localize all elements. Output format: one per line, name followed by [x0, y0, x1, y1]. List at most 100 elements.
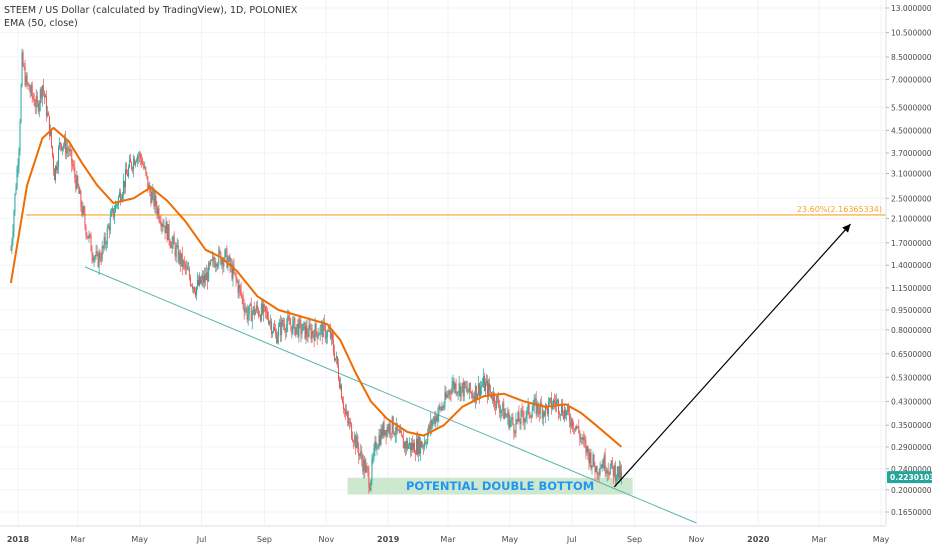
candle-body [90, 235, 92, 252]
candle-body [137, 155, 139, 161]
candle-body [541, 406, 543, 419]
candle-body [116, 204, 118, 206]
candle-body [236, 279, 238, 282]
candle-body [375, 441, 377, 449]
candle-body [13, 211, 15, 232]
candle-body [363, 459, 365, 472]
candle-body [23, 65, 25, 67]
candle-body [33, 98, 35, 106]
candle-body [261, 303, 263, 314]
candle-body [264, 306, 266, 312]
candle-body [85, 225, 87, 236]
candle-body [576, 426, 578, 428]
candle-body [30, 85, 32, 93]
candle-body [592, 454, 594, 466]
candle-body [81, 206, 83, 215]
candle-body [219, 249, 221, 253]
candle-body [398, 430, 400, 433]
candle-body [499, 406, 501, 414]
candle-body [420, 441, 422, 454]
candle-body [83, 206, 85, 213]
candle-body [443, 406, 445, 408]
candle-body [114, 204, 116, 213]
candle-body [217, 264, 219, 267]
candle-body [448, 391, 450, 396]
candle-body [342, 398, 344, 404]
double-bottom-label: POTENTIAL DOUBLE BOTTOM [406, 479, 594, 493]
candle-body [166, 221, 168, 240]
candle-body [193, 287, 195, 293]
time-axis-label: 2018 [7, 535, 30, 544]
candle-body [500, 410, 502, 414]
candle-body [156, 207, 158, 215]
price-axis-label: 10.50000000 [891, 29, 932, 38]
candle-body [351, 423, 353, 439]
candle-body [18, 151, 20, 166]
candle-body [111, 208, 113, 212]
candle-body [286, 324, 288, 333]
candle-body [155, 195, 157, 208]
price-axis-label: 8.50000000 [891, 53, 932, 62]
candle-body [169, 240, 171, 246]
candle-body [294, 318, 296, 335]
candle-body [411, 443, 413, 450]
candle-body [121, 194, 123, 199]
candle-body [566, 410, 568, 416]
candle-body [553, 400, 555, 403]
candle-body [340, 384, 342, 399]
candle-body [314, 323, 316, 341]
candle-body [221, 259, 223, 265]
candle-body [127, 174, 129, 177]
candle-body [208, 263, 210, 282]
candle-body [513, 424, 515, 433]
candle-body [535, 398, 537, 415]
candle-body [99, 253, 101, 260]
double-bottom-zone [347, 477, 633, 495]
candle-body [471, 393, 473, 398]
candle-body [271, 321, 273, 334]
candle-body [410, 443, 412, 451]
candle-body [266, 311, 268, 319]
candle-body [596, 466, 598, 475]
candle-body [123, 180, 125, 188]
candle-body [133, 158, 135, 170]
time-axis-label: Mar [812, 535, 828, 544]
candle-body [292, 321, 294, 334]
candle-body [479, 387, 481, 396]
candle-body [228, 256, 230, 261]
candle-body [329, 329, 331, 338]
candle-body [588, 452, 590, 464]
candle-body [431, 420, 433, 427]
candle-body [246, 308, 248, 320]
candle-body [496, 396, 498, 408]
candle-body [66, 147, 68, 154]
candle-body [388, 423, 390, 432]
candle-body [284, 324, 286, 330]
candle-body [178, 252, 180, 262]
candle-body [328, 329, 330, 332]
candle-body [212, 257, 214, 261]
candle-body [40, 89, 42, 99]
time-axis-background [0, 526, 932, 550]
candle-body [378, 435, 380, 447]
candle-body [364, 459, 366, 473]
candle-body [49, 130, 51, 136]
candle-body [71, 149, 73, 165]
candle-body [354, 435, 356, 443]
candle-body [95, 251, 97, 257]
time-axis-label: May [873, 535, 890, 544]
candle-body [180, 253, 182, 265]
candle-body [168, 224, 170, 241]
candle-body [568, 406, 570, 413]
candle-body [449, 391, 451, 394]
candle-body [107, 226, 109, 229]
candle-body [383, 422, 385, 435]
candle-body [280, 322, 282, 335]
candle-body [459, 383, 461, 397]
candle-body [551, 406, 553, 409]
candle-body [289, 319, 291, 325]
candle-body [84, 212, 86, 226]
candle-body [371, 459, 373, 481]
